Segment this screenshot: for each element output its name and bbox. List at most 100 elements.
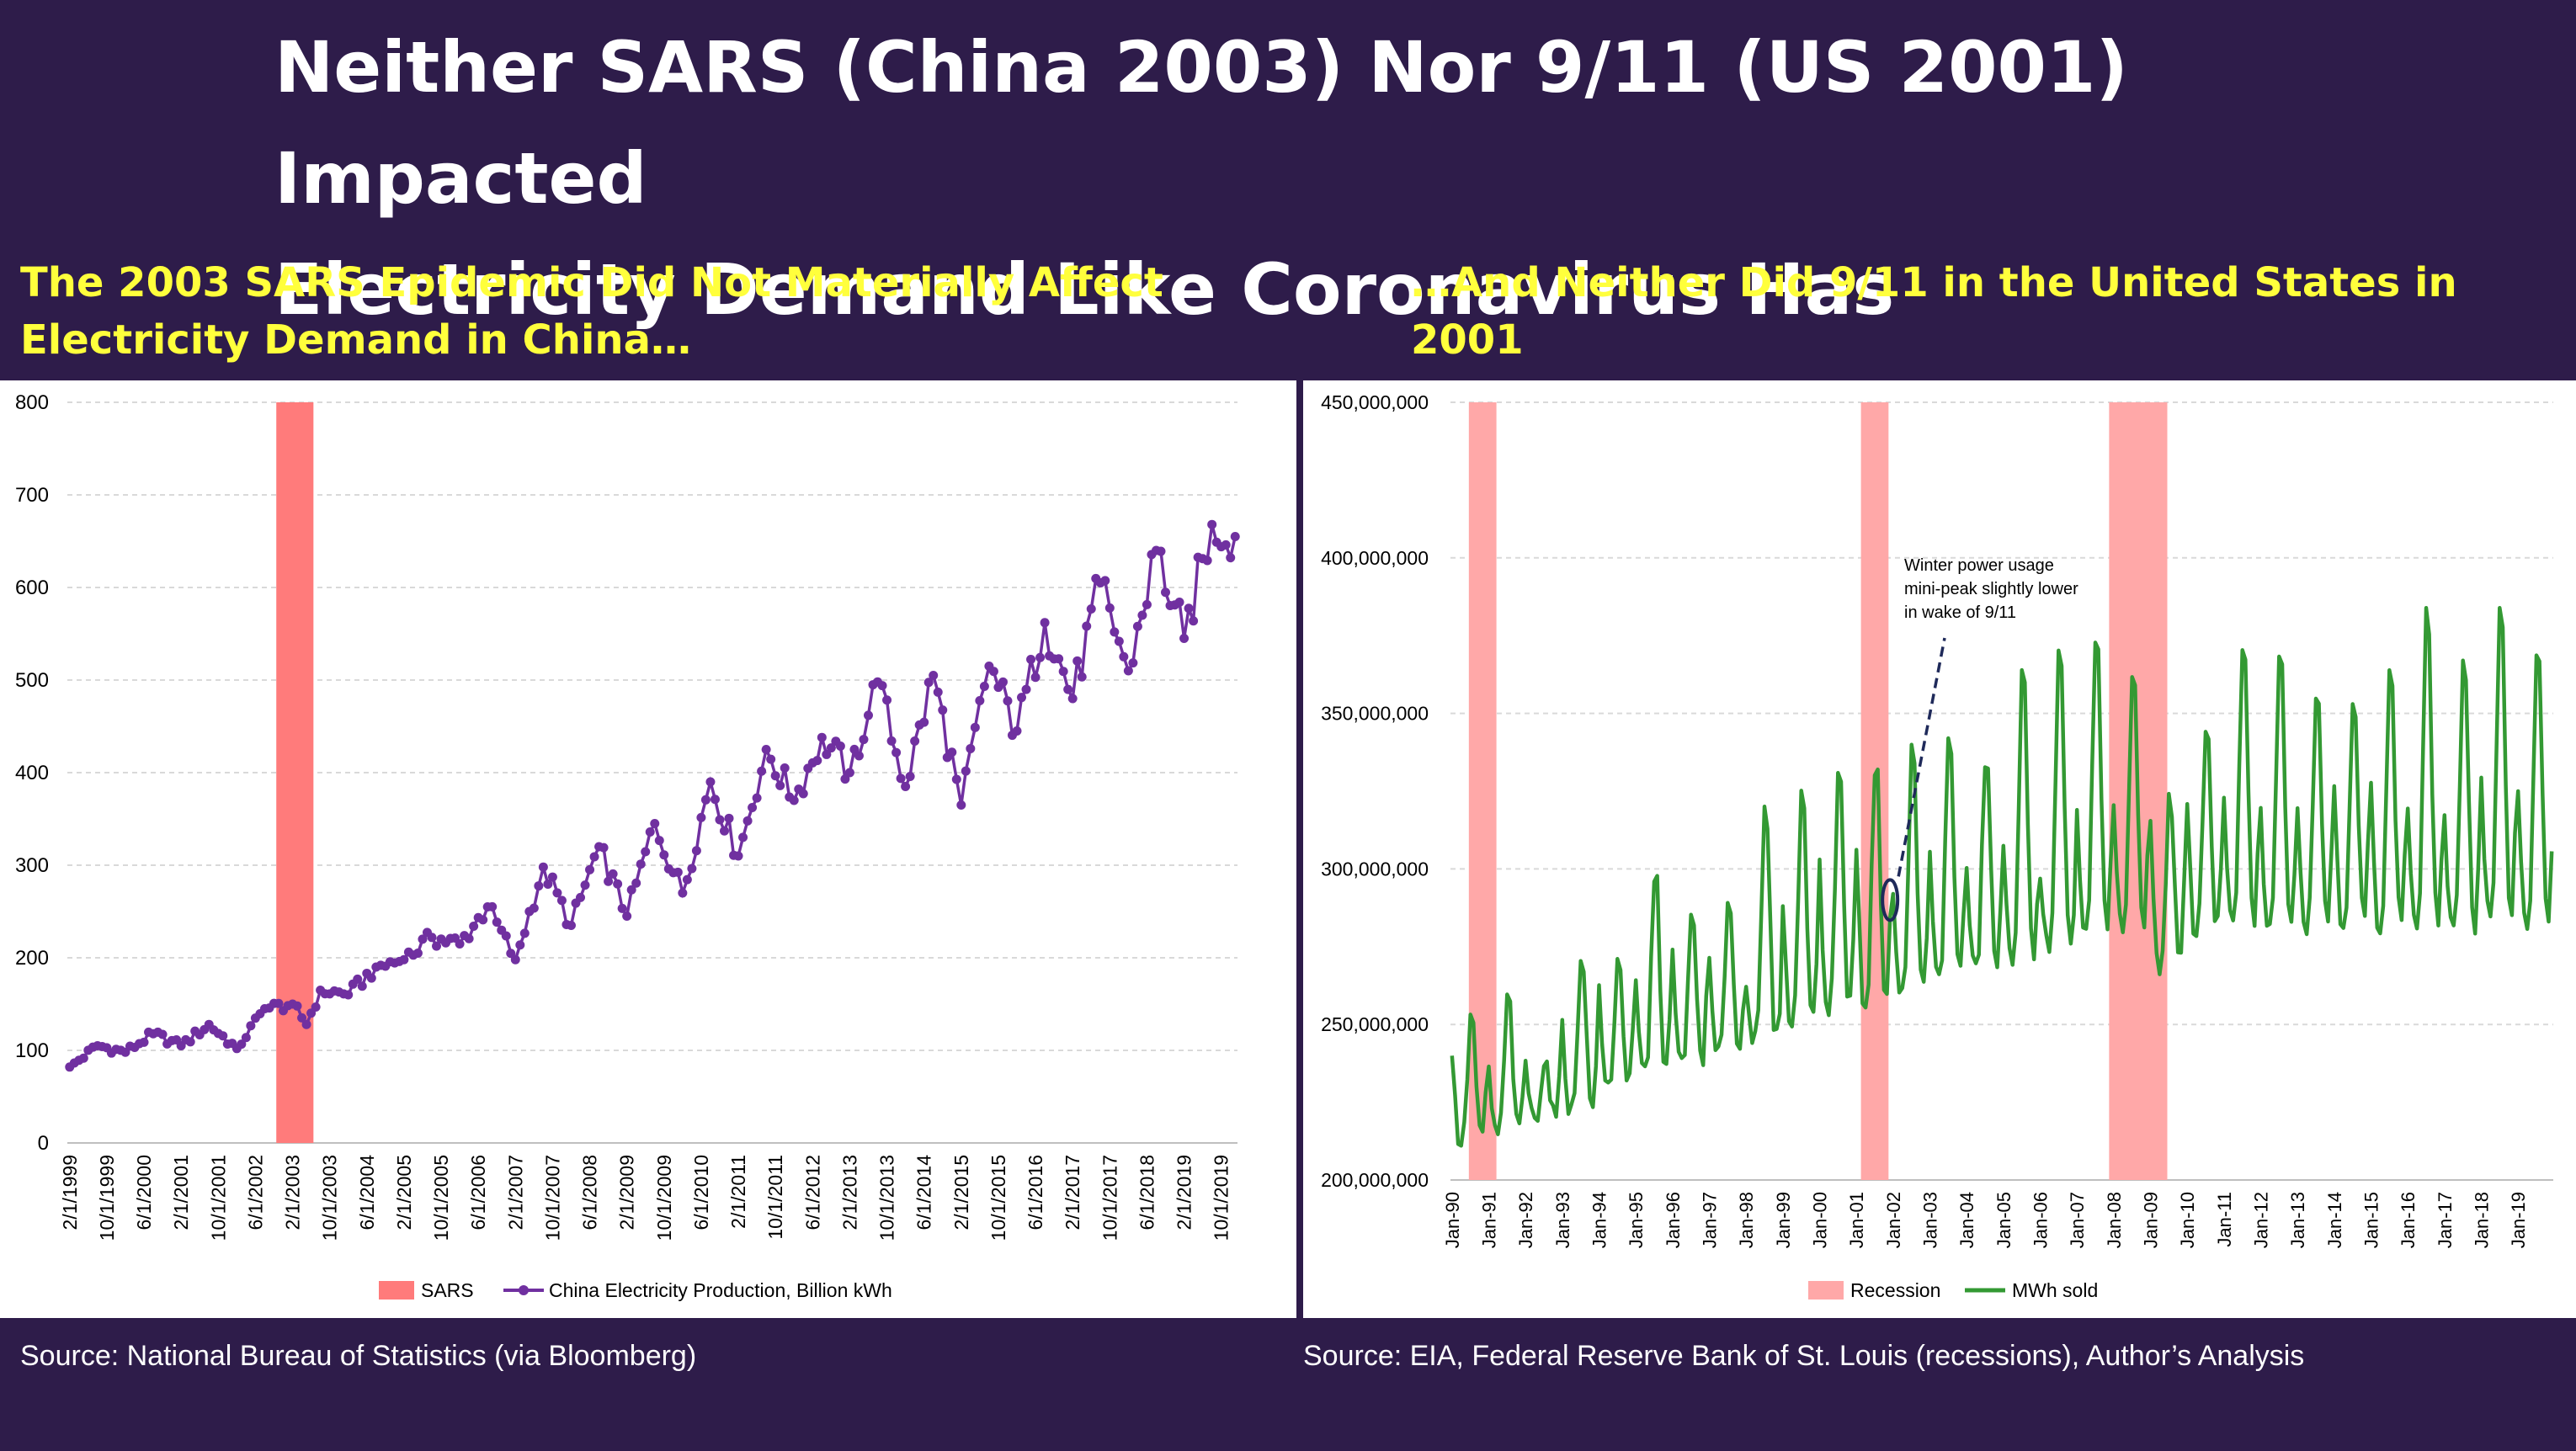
china-data-point: [896, 773, 906, 784]
china-x-tick-label: 10/1/2013: [876, 1155, 898, 1241]
china-x-tick-label: 2/1/2011: [727, 1155, 749, 1229]
china-data-point: [854, 751, 864, 761]
china-x-tick-label: 2/1/2007: [504, 1155, 526, 1230]
china-x-tick-label: 10/1/2007: [541, 1155, 563, 1241]
china-data-point: [538, 862, 548, 872]
china-data-point: [886, 736, 897, 746]
us-y-tick-label: 350,000,000: [1321, 703, 1429, 725]
china-x-tick-label: 10/1/2003: [319, 1155, 341, 1241]
china-data-point: [775, 780, 785, 790]
china-data-point: [1110, 627, 1120, 637]
china-data-point: [613, 879, 623, 889]
china-data-point: [645, 826, 655, 837]
annotation-leader-line: [1897, 637, 1946, 877]
china-data-point: [678, 888, 688, 898]
china-x-tick-label: 6/1/2006: [467, 1155, 489, 1230]
china-data-point: [757, 766, 767, 776]
china-data-point: [1119, 651, 1129, 662]
china-data-point: [929, 671, 939, 680]
china-y-tick-label: 800: [15, 391, 49, 414]
china-data-point: [622, 912, 632, 921]
us-y-tick-label: 250,000,000: [1321, 1013, 1429, 1035]
china-x-tick-label: 2/1/2013: [838, 1155, 860, 1230]
china-legend-marker: [519, 1285, 529, 1295]
china-data-point: [891, 747, 902, 757]
china-y-tick-label: 500: [15, 669, 49, 692]
china-data-point: [552, 888, 562, 898]
annotation-line1: Winter power usage: [1904, 556, 2054, 575]
us-x-tick-label: Jan-19: [2508, 1192, 2529, 1248]
left-subtitle-line1: The 2003 SARS Epidemic Did Not Materiall…: [20, 259, 1163, 306]
china-data-point: [789, 795, 799, 805]
china-data-point: [882, 695, 892, 705]
us-x-tick-label: Jan-01: [1846, 1192, 1867, 1248]
us-x-tick-label: Jan-06: [2030, 1192, 2052, 1248]
china-y-tick-label: 700: [15, 484, 49, 507]
china-data-point: [947, 747, 957, 757]
china-data-point: [412, 948, 423, 958]
china-data-point: [1017, 693, 1027, 703]
left-chart-subtitle: The 2003 SARS Epidemic Did Not Materiall…: [20, 254, 1249, 369]
us-x-tick-label: Jan-12: [2251, 1192, 2272, 1248]
china-data-point: [604, 876, 614, 886]
china-x-tick-label: 2/1/2001: [170, 1155, 192, 1230]
us-x-tick-label: Jan-98: [1736, 1192, 1757, 1248]
china-data-point: [432, 941, 442, 951]
china-data-point: [659, 850, 669, 860]
china-data-point: [1003, 696, 1013, 706]
china-x-tick-label: 10/1/2017: [1099, 1155, 1120, 1241]
china-data-point: [1230, 532, 1240, 541]
china-data-point: [1030, 672, 1041, 683]
china-data-point: [859, 735, 869, 745]
china-data-point: [297, 1013, 307, 1023]
us-y-tick-label: 400,000,000: [1321, 547, 1429, 569]
china-data-point: [1123, 666, 1133, 676]
annotation-line3: in wake of 9/11: [1904, 603, 2016, 622]
us-x-tick-label: Jan-11: [2214, 1192, 2235, 1247]
china-data-point: [1114, 636, 1124, 646]
china-data-point: [979, 682, 989, 692]
china-data-point: [724, 813, 734, 823]
china-data-point: [998, 677, 1008, 687]
china-data-point: [863, 710, 873, 720]
china-data-point: [418, 934, 428, 944]
china-data-point: [469, 921, 479, 931]
china-data-point: [399, 954, 409, 965]
china-data-point: [357, 981, 367, 991]
china-legend-label: China Electricity Production, Billion kW…: [549, 1279, 892, 1301]
china-data-point: [844, 768, 854, 778]
china-x-tick-label: 2/1/2005: [393, 1155, 415, 1230]
china-x-tick-label: 6/1/2016: [1025, 1155, 1046, 1230]
china-data-point: [580, 880, 590, 890]
china-data-point: [1137, 610, 1147, 620]
us-chart-panel: 200,000,000 250,000,000 300,000,000 350,000…: [1303, 380, 2576, 1318]
china-data-point: [487, 901, 498, 912]
china-data-point: [923, 678, 934, 688]
sars-band: [276, 402, 314, 1143]
china-data-point: [241, 1033, 251, 1043]
china-x-tick-label: 2/1/2009: [616, 1155, 638, 1230]
china-data-point: [705, 777, 716, 787]
china-data-point: [1072, 656, 1083, 666]
china-data-point: [1012, 726, 1022, 736]
china-data-point: [585, 864, 595, 874]
china-data-point: [1063, 684, 1073, 694]
china-data-point: [951, 774, 961, 784]
china-data-point: [919, 717, 929, 727]
china-data-point: [849, 744, 860, 754]
right-source-note: Source: EIA, Federal Reserve Bank of St.…: [1303, 1340, 2305, 1372]
china-data-point: [975, 695, 985, 705]
us-x-tick-label: Jan-16: [2398, 1192, 2419, 1248]
china-x-tick-label: 6/1/2010: [690, 1155, 712, 1230]
china-x-tick-label: 6/1/2014: [913, 1155, 935, 1230]
china-data-point: [1202, 555, 1212, 566]
china-data-point: [157, 1029, 168, 1039]
china-data-point: [961, 766, 971, 776]
us-electricity-chart: 200,000,000 250,000,000 300,000,000 350,000…: [1321, 391, 2554, 1301]
china-y-tick-label: 400: [15, 762, 49, 784]
china-data-point: [970, 722, 980, 732]
china-x-tick-label: 2/1/2015: [950, 1155, 972, 1230]
china-data-point: [901, 782, 911, 791]
china-data-point: [547, 872, 557, 882]
china-data-point: [1040, 618, 1050, 628]
